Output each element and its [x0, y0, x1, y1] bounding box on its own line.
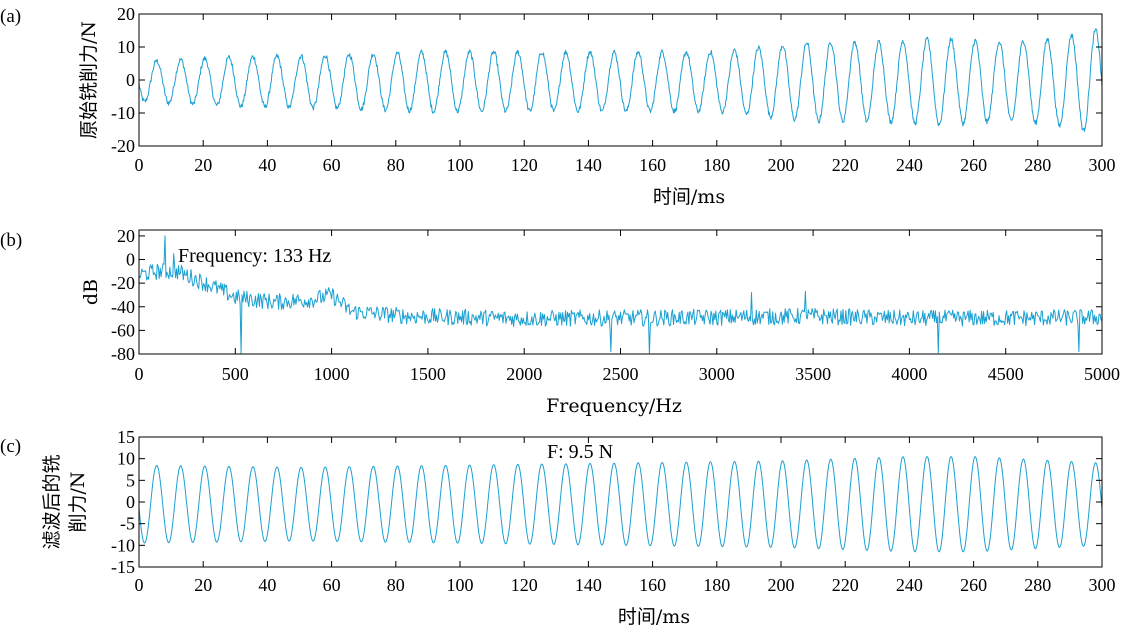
chart-a-ytick-label: 10 [117, 37, 135, 57]
chart-b-ytick-label: -40 [111, 297, 135, 317]
chart-c-axes-frame [138, 436, 1103, 568]
chart-a-xtick-label: 0 [135, 155, 144, 175]
chart-a-xtick-label: 220 [832, 155, 859, 175]
chart-b-xlabel: Frequency/Hz [546, 395, 682, 417]
chart-a-xlabel: 时间/ms [653, 186, 725, 208]
chart-b-xtick-label: 2500 [603, 364, 639, 384]
chart-c-xtick-label: 220 [832, 575, 859, 595]
chart-c-xtick-label: 140 [575, 575, 602, 595]
chart-c-xtick-label: 300 [1089, 575, 1116, 595]
chart-c-ytick-label: 15 [117, 427, 135, 447]
chart-b-xtick-label: 3500 [795, 364, 831, 384]
chart-a-xtick-label: 240 [896, 155, 923, 175]
chart-a-series-line [138, 28, 1103, 132]
chart-c-xtick-label: 0 [135, 575, 144, 595]
chart-a-xtick-label: 200 [768, 155, 795, 175]
chart-a-ytick-label: -10 [111, 103, 135, 123]
chart-a-xtick-label: 40 [258, 155, 276, 175]
chart-b-xtick-label: 1000 [314, 364, 350, 384]
chart-c-xtick-label: 200 [768, 575, 795, 595]
chart-b-ytick-label: 20 [117, 226, 135, 246]
chart-a-xtick-label: 160 [639, 155, 666, 175]
chart-a-xtick-label: 100 [447, 155, 474, 175]
chart-c-xtick-label: 20 [194, 575, 212, 595]
chart-b-ytick-label: -20 [111, 273, 135, 293]
chart-b-xtick-label: 3000 [699, 364, 735, 384]
chart-b: (b) 20 0 -20 -40 -60 -80 0 500 1000 1500 2000 2500… [0, 226, 1120, 417]
chart-c-xlabel: 时间/ms [618, 606, 690, 628]
chart-c-ylabel-line1: 滤波后的铣 [41, 454, 63, 549]
chart-a-xtick-label: 60 [323, 155, 341, 175]
chart-c-xtick-label: 100 [447, 575, 474, 595]
chart-b-xtick-label: 5000 [1084, 364, 1120, 384]
chart-c-ytick-label: 0 [126, 492, 135, 512]
chart-c-xtick-label: 240 [896, 575, 923, 595]
chart-a-ytick-label: 0 [126, 70, 135, 90]
chart-b-xtick-label: 4000 [891, 364, 927, 384]
chart-a-xtick-label: 20 [194, 155, 212, 175]
chart-a-xtick-label: 280 [1024, 155, 1051, 175]
chart-c-xtick-label: 280 [1024, 575, 1051, 595]
chart-a-xtick-label: 80 [387, 155, 405, 175]
chart-b-ytick-label: -80 [111, 344, 135, 364]
chart-a-xtick-label: 120 [511, 155, 538, 175]
chart-a-ylabel: 原始铣削力/N [78, 21, 100, 139]
chart-b-xtick-label: 4500 [988, 364, 1024, 384]
chart-b-spectrum-line [138, 235, 1103, 355]
chart-c-xtick-label: 180 [703, 575, 730, 595]
chart-b-xtick-label: 0 [135, 364, 144, 384]
chart-b-xtick-label: 2000 [506, 364, 542, 384]
chart-a-xtick-label: 140 [575, 155, 602, 175]
chart-c-xtick-label: 160 [639, 575, 666, 595]
chart-a-xtick-label: 180 [703, 155, 730, 175]
chart-b-xtick-label: 1500 [410, 364, 446, 384]
chart-b-xtick-label: 500 [222, 364, 249, 384]
chart-c-xtick-label: 80 [387, 575, 405, 595]
chart-c-xtick-label: 260 [960, 575, 987, 595]
chart-c-ytick-label: 10 [117, 449, 135, 469]
panel-label-a: (a) [0, 6, 21, 27]
chart-a-ytick-label: -20 [111, 136, 135, 156]
chart-c-xtick-label: 120 [511, 575, 538, 595]
chart-c-ytick-label: -10 [111, 535, 135, 555]
chart-a-xtick-label: 260 [960, 155, 987, 175]
chart-c-annotation: F: 9.5 N [547, 441, 613, 463]
chart-c-ytick-label: -5 [120, 514, 135, 534]
chart-c-xtick-label: 40 [258, 575, 276, 595]
chart-c-ytick-label: 5 [126, 470, 135, 490]
chart-b-ylabel: dB [80, 279, 102, 305]
panel-label-b: (b) [0, 230, 22, 251]
chart-b-peak-annotation: Frequency: 133 Hz [178, 245, 331, 267]
chart-b-ytick-label: 0 [126, 250, 135, 270]
chart-a-xtick-label: 300 [1089, 155, 1116, 175]
chart-c-ylabel-line2: 削力/N [67, 471, 89, 532]
chart-c-xtick-label: 60 [323, 575, 341, 595]
chart-a-ytick-label: 20 [117, 4, 135, 24]
chart-b-ytick-label: -60 [111, 320, 135, 340]
chart-c-ytick-label: -15 [111, 557, 135, 577]
panel-label-c: (c) [0, 436, 21, 457]
chart-c-series-line [138, 456, 1103, 553]
